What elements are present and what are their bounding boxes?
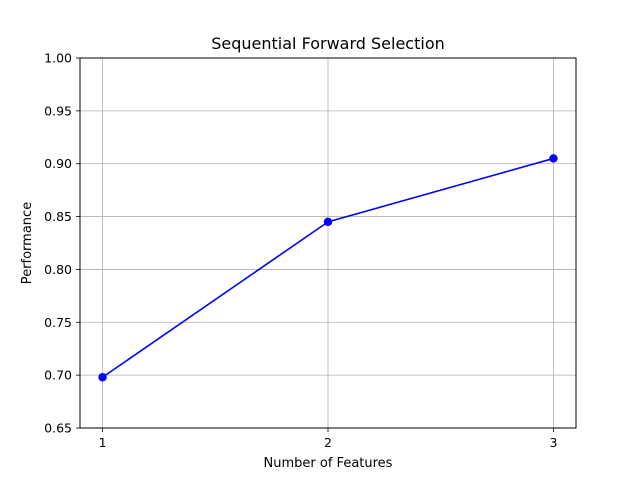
y-tick-label: 0.80	[44, 262, 72, 277]
x-axis-label: Number of Features	[264, 456, 393, 471]
y-tick-label: 0.70	[44, 368, 72, 383]
series-layer	[98, 154, 558, 382]
x-tick-label: 3	[549, 435, 557, 450]
y-tick-label: 0.65	[44, 421, 72, 436]
axis-ticks: 1 2 3 0.65 0.70 0.75 0.80 0.85 0.90 0.95 1.00	[44, 51, 557, 451]
data-point	[549, 154, 558, 163]
data-point	[98, 373, 107, 382]
y-tick-label: 0.95	[44, 103, 72, 118]
data-point	[323, 217, 333, 227]
y-tick-label: 1.00	[44, 51, 72, 66]
chart-title: Sequential Forward Selection	[211, 34, 445, 53]
y-tick-label: 0.85	[44, 209, 72, 224]
x-tick-label: 2	[324, 435, 332, 450]
y-tick-label: 0.75	[44, 315, 72, 330]
y-tick-label: 0.90	[44, 156, 72, 171]
x-tick-label: 1	[99, 435, 107, 450]
y-axis-label: Performance	[20, 202, 35, 284]
